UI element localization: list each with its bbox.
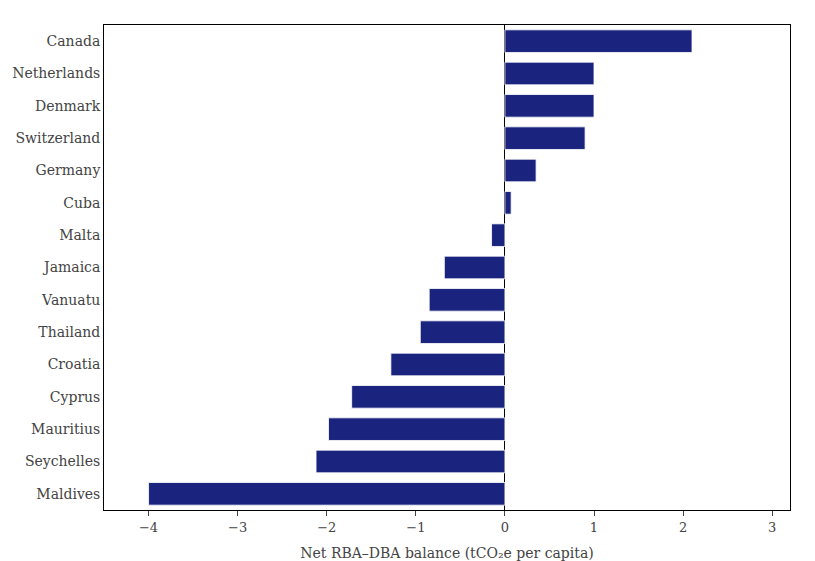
svg-text:−2: −2 [317,520,336,535]
svg-text:Seychelles: Seychelles [25,453,100,469]
svg-text:Switzerland: Switzerland [15,130,100,146]
svg-text:Thailand: Thailand [38,324,100,340]
svg-text:Cyprus: Cyprus [50,389,100,405]
svg-text:Net RBA–DBA balance (tCO₂e per: Net RBA–DBA balance (tCO₂e per capita) [300,545,593,561]
svg-text:Vanuatu: Vanuatu [41,292,100,308]
svg-text:Denmark: Denmark [35,98,101,114]
svg-text:Mauritius: Mauritius [31,421,100,437]
svg-text:Canada: Canada [47,33,101,49]
svg-text:3: 3 [768,520,776,535]
svg-text:−1: −1 [406,520,425,535]
svg-text:−4: −4 [139,520,158,535]
svg-text:Netherlands: Netherlands [12,65,100,81]
svg-text:−3: −3 [228,520,247,535]
svg-text:Germany: Germany [36,162,101,178]
svg-text:Cuba: Cuba [63,195,100,211]
svg-text:1: 1 [590,520,598,535]
svg-text:Jamaica: Jamaica [42,259,100,275]
svg-text:Malta: Malta [59,227,100,243]
svg-text:2: 2 [679,520,687,535]
svg-text:Maldives: Maldives [36,486,100,502]
svg-text:Croatia: Croatia [48,356,101,372]
svg-text:0: 0 [501,520,509,535]
